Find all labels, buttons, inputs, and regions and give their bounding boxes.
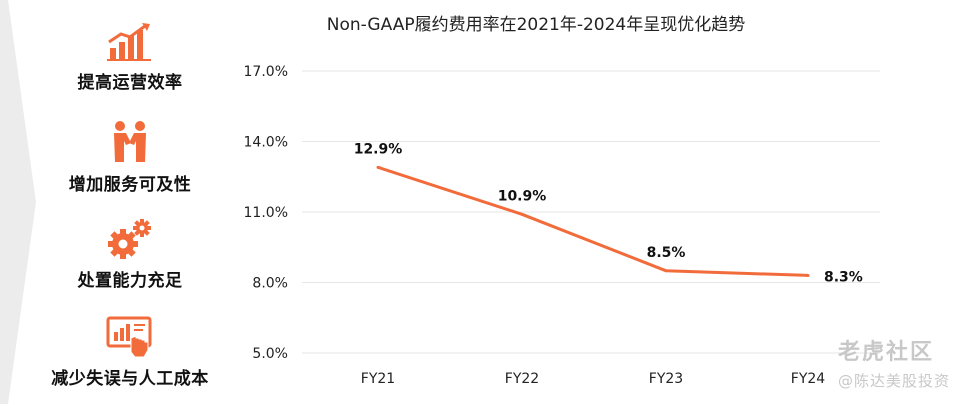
data-point [520, 212, 524, 216]
data-label: 10.9% [498, 188, 547, 204]
series-line [377, 165, 809, 277]
feature-label: 减少失误与人工成本 [51, 369, 209, 389]
x-tick-label: FY22 [505, 371, 539, 387]
gears-icon [108, 219, 151, 259]
feature-label: 提高运营效率 [77, 73, 183, 93]
x-axis-ticks: FY21 FY22 FY23 FY24 [361, 371, 826, 387]
growth-chart-icon [107, 23, 151, 61]
grid-layer [302, 70, 880, 354]
feature-label: 增加服务可及性 [68, 175, 192, 195]
x-tick-label: FY24 [791, 371, 826, 387]
feature-item-cost: 减少失误与人工成本 [40, 316, 220, 389]
x-tick-label: FY21 [361, 371, 395, 387]
data-point [806, 273, 810, 277]
feature-item-efficiency: 提高运营效率 [40, 22, 220, 93]
y-tick-label: 11.0% [244, 205, 288, 221]
y-tick-label: 5.0% [252, 346, 288, 362]
feature-list: 提高运营效率 增加服务可及性 [40, 14, 220, 394]
chart-title: Non-GAAP履约费用率在2021年-2024年呈现优化趋势 [326, 15, 746, 35]
handshake-icon [114, 121, 146, 162]
feature-item-capacity: 处置能力充足 [40, 218, 220, 291]
feature-label: 处置能力充足 [77, 271, 183, 291]
data-point [664, 269, 668, 273]
watermark: 老虎社区 @陈达美股投资 [838, 334, 950, 391]
chevron-divider [0, 0, 36, 404]
watermark-logo: 老虎社区 [837, 340, 934, 365]
series-layer [376, 165, 810, 277]
watermark-author: @陈达美股投资 [837, 372, 950, 390]
x-tick-label: FY23 [649, 371, 683, 387]
data-point [376, 165, 380, 169]
feature-item-accessibility: 增加服务可及性 [40, 120, 220, 195]
screen-touch-icon [106, 316, 152, 358]
data-label: 12.9% [354, 141, 403, 157]
y-tick-label: 17.0% [244, 64, 288, 80]
y-axis-ticks: 5.0% 8.0% 11.0% 14.0% 17.0% [244, 64, 288, 362]
data-label: 8.3% [824, 269, 863, 285]
data-label-layer: 12.9% 10.9% 8.5% 8.3% [354, 141, 863, 285]
y-tick-label: 8.0% [252, 276, 288, 292]
data-label: 8.5% [647, 245, 686, 261]
y-tick-label: 14.0% [244, 135, 288, 151]
